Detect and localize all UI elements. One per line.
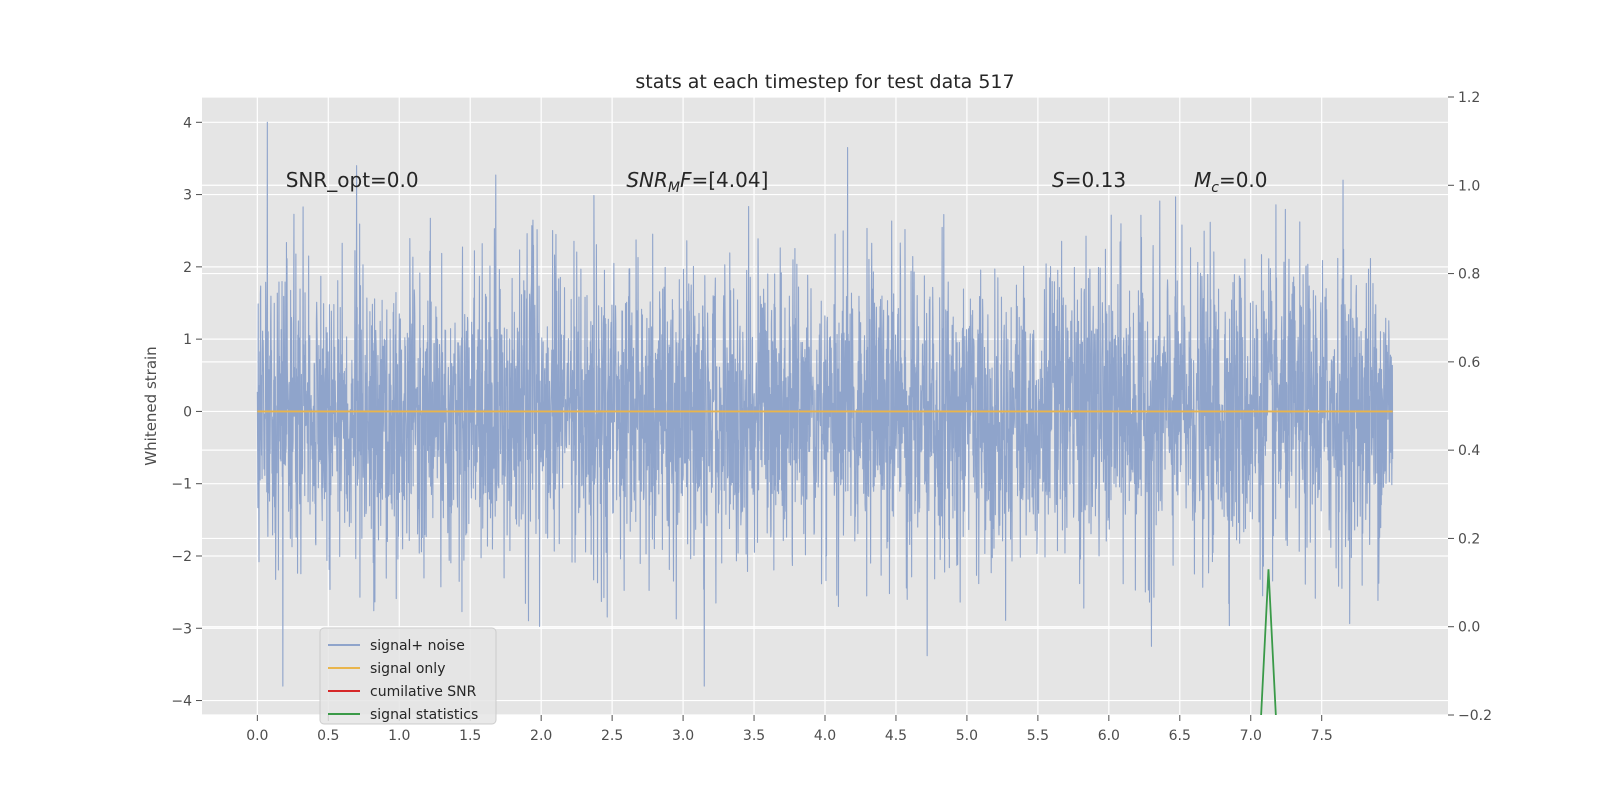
legend-label: signal+ noise [370, 638, 465, 654]
y-axis-left: −4 −3 −2 −1 0 1 2 3 4 [171, 115, 202, 709]
x-tick-label: 4.5 [885, 728, 907, 744]
legend-label: cumilative SNR [370, 684, 477, 700]
x-tick-label: 1.5 [459, 728, 481, 744]
x-tick-label: 0.5 [317, 728, 339, 744]
y2-tick-label: 0.4 [1458, 443, 1480, 459]
y-tick-label: −3 [171, 621, 192, 637]
legend: signal+ noise signal only cumilative SNR si… [320, 628, 496, 724]
y-tick-label: 1 [183, 332, 192, 348]
x-tick-label: 4.0 [814, 728, 836, 744]
y-tick-label: −4 [171, 694, 192, 710]
x-tick-label: 3.0 [672, 728, 694, 744]
legend-label: signal only [370, 661, 445, 677]
x-tick-label: 6.0 [1098, 728, 1120, 744]
x-tick-label: 6.5 [1169, 728, 1191, 744]
y-axis-right: −0.2 0.0 0.2 0.4 0.6 0.8 1.0 1.2 [1448, 90, 1492, 724]
x-tick-label: 5.5 [1027, 728, 1049, 744]
y-tick-label: −2 [171, 549, 192, 565]
chart-title: stats at each timestep for test data 517 [635, 71, 1014, 93]
y-tick-label: 3 [183, 188, 192, 204]
y2-tick-label: 1.2 [1458, 90, 1480, 106]
y-tick-label: 0 [183, 404, 192, 420]
annotation-mc: Mc=0.0 [1194, 168, 1268, 196]
y2-tick-label: 0.2 [1458, 531, 1480, 547]
x-tick-label: 1.0 [388, 728, 410, 744]
legend-label: signal statistics [370, 707, 478, 723]
annotation-s-stat: S=0.13 [1052, 168, 1126, 192]
x-tick-label: 2.5 [601, 728, 623, 744]
annotation-snr-mf: SNRMF=[4.04] [626, 168, 768, 196]
x-tick-label: 7.5 [1311, 728, 1333, 744]
y-tick-label: −1 [171, 477, 192, 493]
y2-tick-label: 1.0 [1458, 178, 1480, 194]
y2-tick-label: 0.8 [1458, 267, 1480, 283]
x-tick-label: 0.0 [246, 728, 268, 744]
y2-tick-label: −0.2 [1458, 708, 1492, 724]
y-axis-label: Whitened strain [142, 346, 160, 465]
y-tick-label: 2 [183, 260, 192, 276]
annotation-snr-opt: SNR_opt=0.0 [286, 168, 419, 192]
x-tick-label: 7.0 [1240, 728, 1262, 744]
x-tick-label: 3.5 [743, 728, 765, 744]
x-tick-label: 2.0 [530, 728, 552, 744]
y-tick-label: 4 [183, 115, 192, 131]
y2-tick-label: 0.6 [1458, 355, 1480, 371]
x-tick-label: 5.0 [956, 728, 978, 744]
y2-tick-label: 0.0 [1458, 620, 1480, 636]
